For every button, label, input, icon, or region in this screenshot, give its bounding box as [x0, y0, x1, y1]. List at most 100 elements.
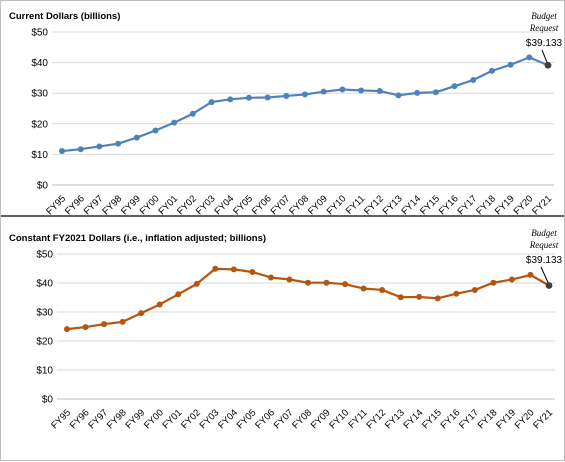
data-point: [82, 324, 89, 331]
data-point: [339, 86, 346, 93]
x-tick-label: FY21: [530, 193, 554, 217]
data-point: [376, 88, 383, 95]
y-tick-label: $0: [42, 395, 54, 406]
x-tick-label: FY97: [82, 193, 106, 217]
y-tick-label: $10: [31, 150, 48, 161]
budget-request-point: [545, 282, 553, 289]
x-tick-label: FY99: [119, 193, 143, 217]
data-point: [434, 295, 441, 302]
data-point: [249, 268, 256, 275]
y-tick-label: $30: [31, 89, 48, 100]
x-tick-label: FY17: [457, 407, 481, 431]
data-point: [360, 285, 367, 292]
x-tick-label: FY00: [138, 193, 162, 217]
annotation-leader-line: [541, 49, 548, 63]
x-tick-label: FY96: [68, 407, 92, 431]
data-point: [264, 94, 271, 101]
data-point: [286, 276, 293, 283]
data-point: [432, 89, 439, 96]
x-tick-label: FY10: [327, 407, 351, 431]
data-point: [171, 119, 178, 126]
data-point: [101, 321, 108, 328]
data-point: [508, 276, 515, 283]
data-point: [156, 301, 163, 308]
x-tick-label: FY11: [344, 193, 367, 216]
x-tick-label: FY95: [44, 193, 68, 217]
chart-title: Constant FY2021 Dollars (i.e., inflation…: [9, 233, 266, 244]
y-tick-label: $10: [36, 366, 53, 377]
data-point: [133, 134, 140, 141]
data-point: [395, 92, 402, 99]
data-point: [416, 293, 423, 300]
x-tick-label: FY07: [272, 407, 296, 431]
data-point: [527, 271, 534, 278]
y-tick-label: $20: [36, 337, 53, 348]
data-point: [193, 280, 200, 287]
data-point: [138, 310, 145, 317]
x-tick-label: FY04: [216, 407, 240, 431]
x-tick-label: FY19: [494, 407, 518, 431]
x-tick-label: FY04: [213, 193, 237, 217]
x-tick-label: FY05: [231, 193, 255, 217]
data-point: [471, 286, 478, 293]
annotation-leader-line: [540, 266, 549, 283]
data-point: [115, 140, 122, 147]
x-tick-label: FY12: [362, 193, 386, 217]
x-tick-label: FY14: [399, 193, 423, 217]
x-tick-label: FY06: [253, 407, 277, 431]
annotation-value: $39.133: [526, 38, 563, 49]
annotation-budget: Budget: [531, 11, 557, 21]
x-tick-label: FY00: [142, 407, 166, 431]
x-tick-label: FY18: [474, 193, 498, 217]
y-tick-label: $20: [31, 119, 48, 130]
y-tick-label: $30: [36, 308, 53, 319]
data-point: [64, 326, 70, 333]
x-tick-label: FY16: [437, 193, 461, 217]
x-tick-label: FY97: [86, 407, 110, 431]
data-point: [323, 279, 330, 286]
x-tick-label: FY98: [105, 407, 129, 431]
data-point: [77, 146, 84, 153]
x-tick-label: FY13: [383, 407, 407, 431]
data-point: [451, 83, 458, 90]
x-tick-label: FY16: [439, 407, 463, 431]
data-point: [342, 281, 349, 288]
x-tick-label: FY08: [290, 407, 314, 431]
x-tick-label: FY17: [456, 193, 480, 217]
x-tick-label: FY20: [513, 407, 537, 431]
data-point: [283, 92, 290, 99]
annotation-request: Request: [529, 23, 559, 33]
data-point: [490, 279, 497, 286]
x-tick-label: FY01: [161, 407, 185, 431]
data-point: [488, 67, 495, 74]
data-point: [152, 127, 159, 134]
data-point: [397, 294, 404, 301]
x-tick-label: FY15: [420, 407, 444, 431]
chart-title: Current Dollars (billions): [9, 11, 120, 22]
x-tick-label: FY03: [198, 407, 222, 431]
data-point: [212, 265, 219, 272]
x-tick-label: FY15: [418, 193, 442, 217]
data-point: [230, 266, 237, 273]
y-tick-label: $40: [31, 58, 48, 69]
x-tick-label: FY10: [325, 193, 349, 217]
data-point: [208, 99, 215, 106]
data-point: [453, 290, 460, 297]
data-point: [305, 279, 311, 286]
annotation-budget: Budget: [531, 228, 557, 238]
annotation-request: Request: [529, 240, 559, 250]
x-tick-label: FY98: [100, 193, 124, 217]
x-tick-label: FY11: [346, 407, 369, 430]
data-point: [358, 87, 365, 94]
data-point: [470, 77, 477, 84]
data-point: [245, 94, 252, 101]
x-tick-label: FY12: [364, 407, 388, 431]
y-tick-label: $50: [36, 250, 53, 261]
x-tick-label: FY09: [309, 407, 333, 431]
data-point: [320, 88, 327, 95]
x-tick-label: FY09: [306, 193, 330, 217]
x-tick-label: FY05: [235, 407, 259, 431]
data-point: [119, 318, 126, 325]
